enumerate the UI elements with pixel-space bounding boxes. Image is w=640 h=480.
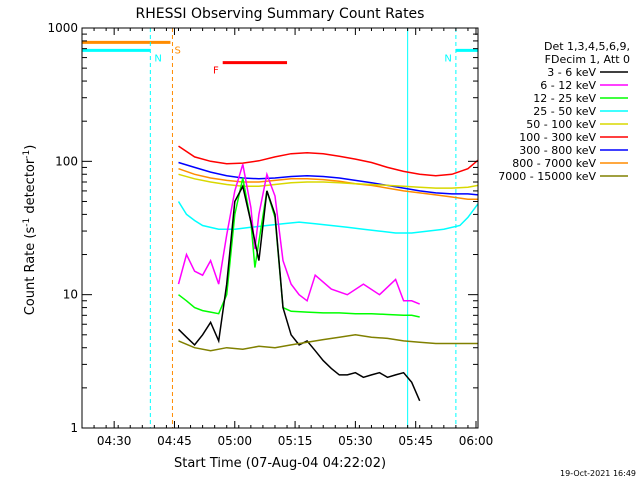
legend-entry-label-6: 300 - 800 keV	[519, 144, 596, 157]
x-tick-label-3: 05:15	[278, 434, 313, 448]
marker-lines	[149, 28, 457, 428]
series-line-0	[178, 145, 479, 177]
y-axis-label-sup-2: -1	[22, 150, 32, 159]
series-line-4	[177, 201, 479, 234]
bar-label-f-3: F	[213, 66, 219, 77]
series-line-6	[178, 177, 420, 318]
x-tick-label-0: 04:30	[97, 434, 132, 448]
series-line-7	[177, 184, 421, 402]
x-tick-label-2: 05:00	[217, 434, 252, 448]
bar-label-n-2: N	[444, 53, 451, 64]
x-tick-label-5: 05:45	[398, 434, 433, 448]
legend-entry-label-1: 6 - 12 keV	[540, 79, 596, 92]
data-series	[177, 145, 479, 402]
x-axis-label: Start Time (07-Aug-04 04:22:02)	[174, 456, 386, 471]
x-tick-label-4: 05:30	[338, 434, 373, 448]
y-tick-label-3: 1000	[47, 21, 78, 35]
x-axis-ticks: 04:30 04:45 05:00 05:15 05:30 05:45 06:00	[93, 28, 494, 448]
legend: Det 1,3,4,5,6,9,FDecim 1, Att 03 - 6 keV…	[498, 40, 630, 183]
observing-bars: S N N F	[82, 40, 478, 77]
series-line-3	[178, 173, 479, 189]
bar-label-n-1: N	[154, 53, 161, 64]
y-tick-label-0: 1	[70, 421, 78, 435]
y-axis-ticks: 1 10 100 1000	[47, 21, 478, 435]
legend-entry-label-8: 7000 - 15000 keV	[498, 170, 596, 183]
y-axis-label-end: )	[23, 145, 38, 150]
y-tick-label-1: 10	[63, 288, 78, 302]
legend-entry-label-0: 3 - 6 keV	[547, 66, 596, 79]
bar-label-s-0: S	[174, 45, 180, 56]
legend-entry-label-7: 800 - 7000 keV	[512, 157, 596, 170]
legend-entry-label-5: 100 - 300 keV	[519, 131, 596, 144]
legend-entry-label-4: 50 - 100 keV	[526, 118, 596, 131]
series-line-5	[177, 164, 420, 305]
y-axis-label-tail: detector	[23, 158, 38, 218]
x-tick-label-6: 06:00	[459, 434, 494, 448]
legend-entry-label-2: 12 - 25 keV	[533, 92, 596, 105]
x-tick-label-1: 04:45	[157, 434, 192, 448]
series-line-8	[178, 334, 478, 352]
y-axis-label-main: Count Rate (s	[23, 227, 38, 316]
y-axis-label-sup: -1	[22, 218, 32, 227]
series-line-2	[178, 167, 478, 200]
plot-frame	[81, 27, 479, 429]
series-line-1	[178, 161, 479, 196]
legend-entry-label-3: 25 - 50 keV	[533, 105, 596, 118]
footer-timestamp: 19-Oct-2021 16:49	[560, 469, 636, 478]
legend-header-0: Det 1,3,4,5,6,9,	[544, 40, 630, 53]
chart-title: RHESSI Observing Summary Count Rates	[136, 6, 425, 22]
y-tick-label-2: 100	[55, 154, 78, 168]
y-axis-label: Count Rate (s-1 detector-1)	[22, 145, 38, 316]
legend-header-1: FDecim 1, Att 0	[545, 53, 630, 66]
